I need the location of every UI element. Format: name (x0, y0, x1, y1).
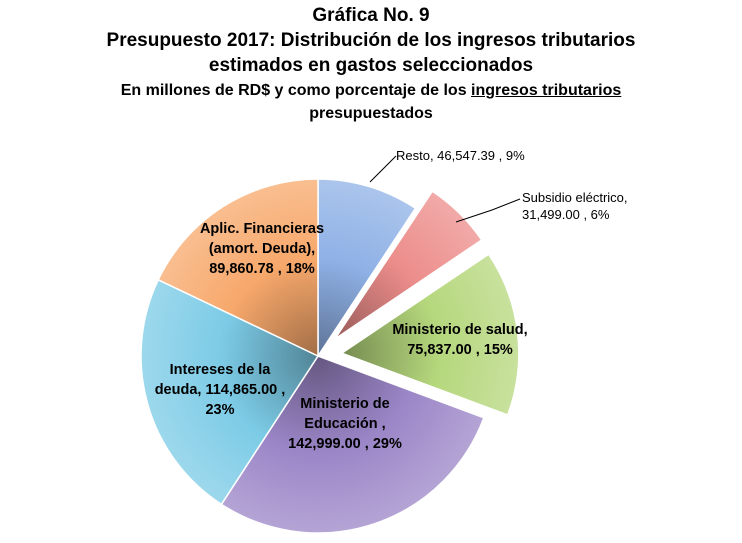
data-label-4: Intereses de la deuda, 114,865.00 , 23% (155, 362, 286, 418)
subtitle-text: En millones de RD$ y como porcentaje de … (120, 82, 472, 99)
chart-title-line-2: estimados en gastos seleccionados (208, 55, 534, 76)
data-label-line: 142,999.00 , 29% (288, 436, 402, 452)
data-label-0: Resto, 46,547.39 , 9% (396, 148, 525, 163)
chart-title-block: Gráfica No. 9 Presupuesto 2017: Distribu… (0, 4, 742, 124)
pie-slice-ministerio-de-salud (340, 253, 520, 416)
pie-slice-aplic-financieras-amort-deuda (157, 178, 319, 358)
chart-subtitle-line-1: En millones de RD$ y como porcentaje de … (0, 80, 742, 101)
data-label-line: Subsidio eléctrico, (522, 190, 628, 205)
data-label-1: Subsidio eléctrico, 31,499.00 , 6% (522, 190, 628, 222)
data-label-5: Aplic. Financieras (amort. Deuda), 89,860.… (200, 221, 324, 277)
data-label-line: 89,860.78 , 18% (209, 261, 315, 277)
data-label-line: deuda, 114,865.00 , (155, 382, 286, 398)
data-label-line: Resto, 46,547.39 , 9% (396, 148, 525, 163)
data-label-2: Ministerio de salud, 75,837.00 , 15% (392, 322, 527, 358)
leader-line-0 (369, 155, 397, 183)
pie-slice-resto (317, 178, 417, 359)
data-label-line: 31,499.00 , 6% (522, 207, 610, 222)
data-label-3: Ministerio de Educación , 142,999.00 , 29% (288, 396, 402, 452)
data-label-line: 75,837.00 , 15% (407, 342, 513, 358)
pie-slice-subsidio-el-ctrico (334, 190, 483, 340)
pie-slice-ministerio-de-educaci-n (220, 355, 485, 534)
leader-line-1 (455, 198, 521, 223)
chart-number: Gráfica No. 9 (312, 5, 430, 26)
data-label-line: Ministerio de salud, (392, 322, 527, 338)
chart-title-line-1: Presupuesto 2017: Distribución de los in… (106, 30, 636, 51)
data-label-line: Ministerio de (300, 396, 389, 412)
data-label-line: 23% (205, 402, 234, 418)
data-label-line: Intereses de la (170, 362, 272, 378)
subtitle-underlined-text: ingresos tributarios (471, 82, 622, 99)
data-label-line: Educación , (304, 416, 385, 432)
data-label-line: (amort. Deuda), (209, 241, 315, 257)
data-label-line: Aplic. Financieras (200, 221, 324, 237)
chart-subtitle-line-2: presupuestados (309, 105, 433, 122)
pie-slice-intereses-de-la-deuda (140, 278, 320, 506)
